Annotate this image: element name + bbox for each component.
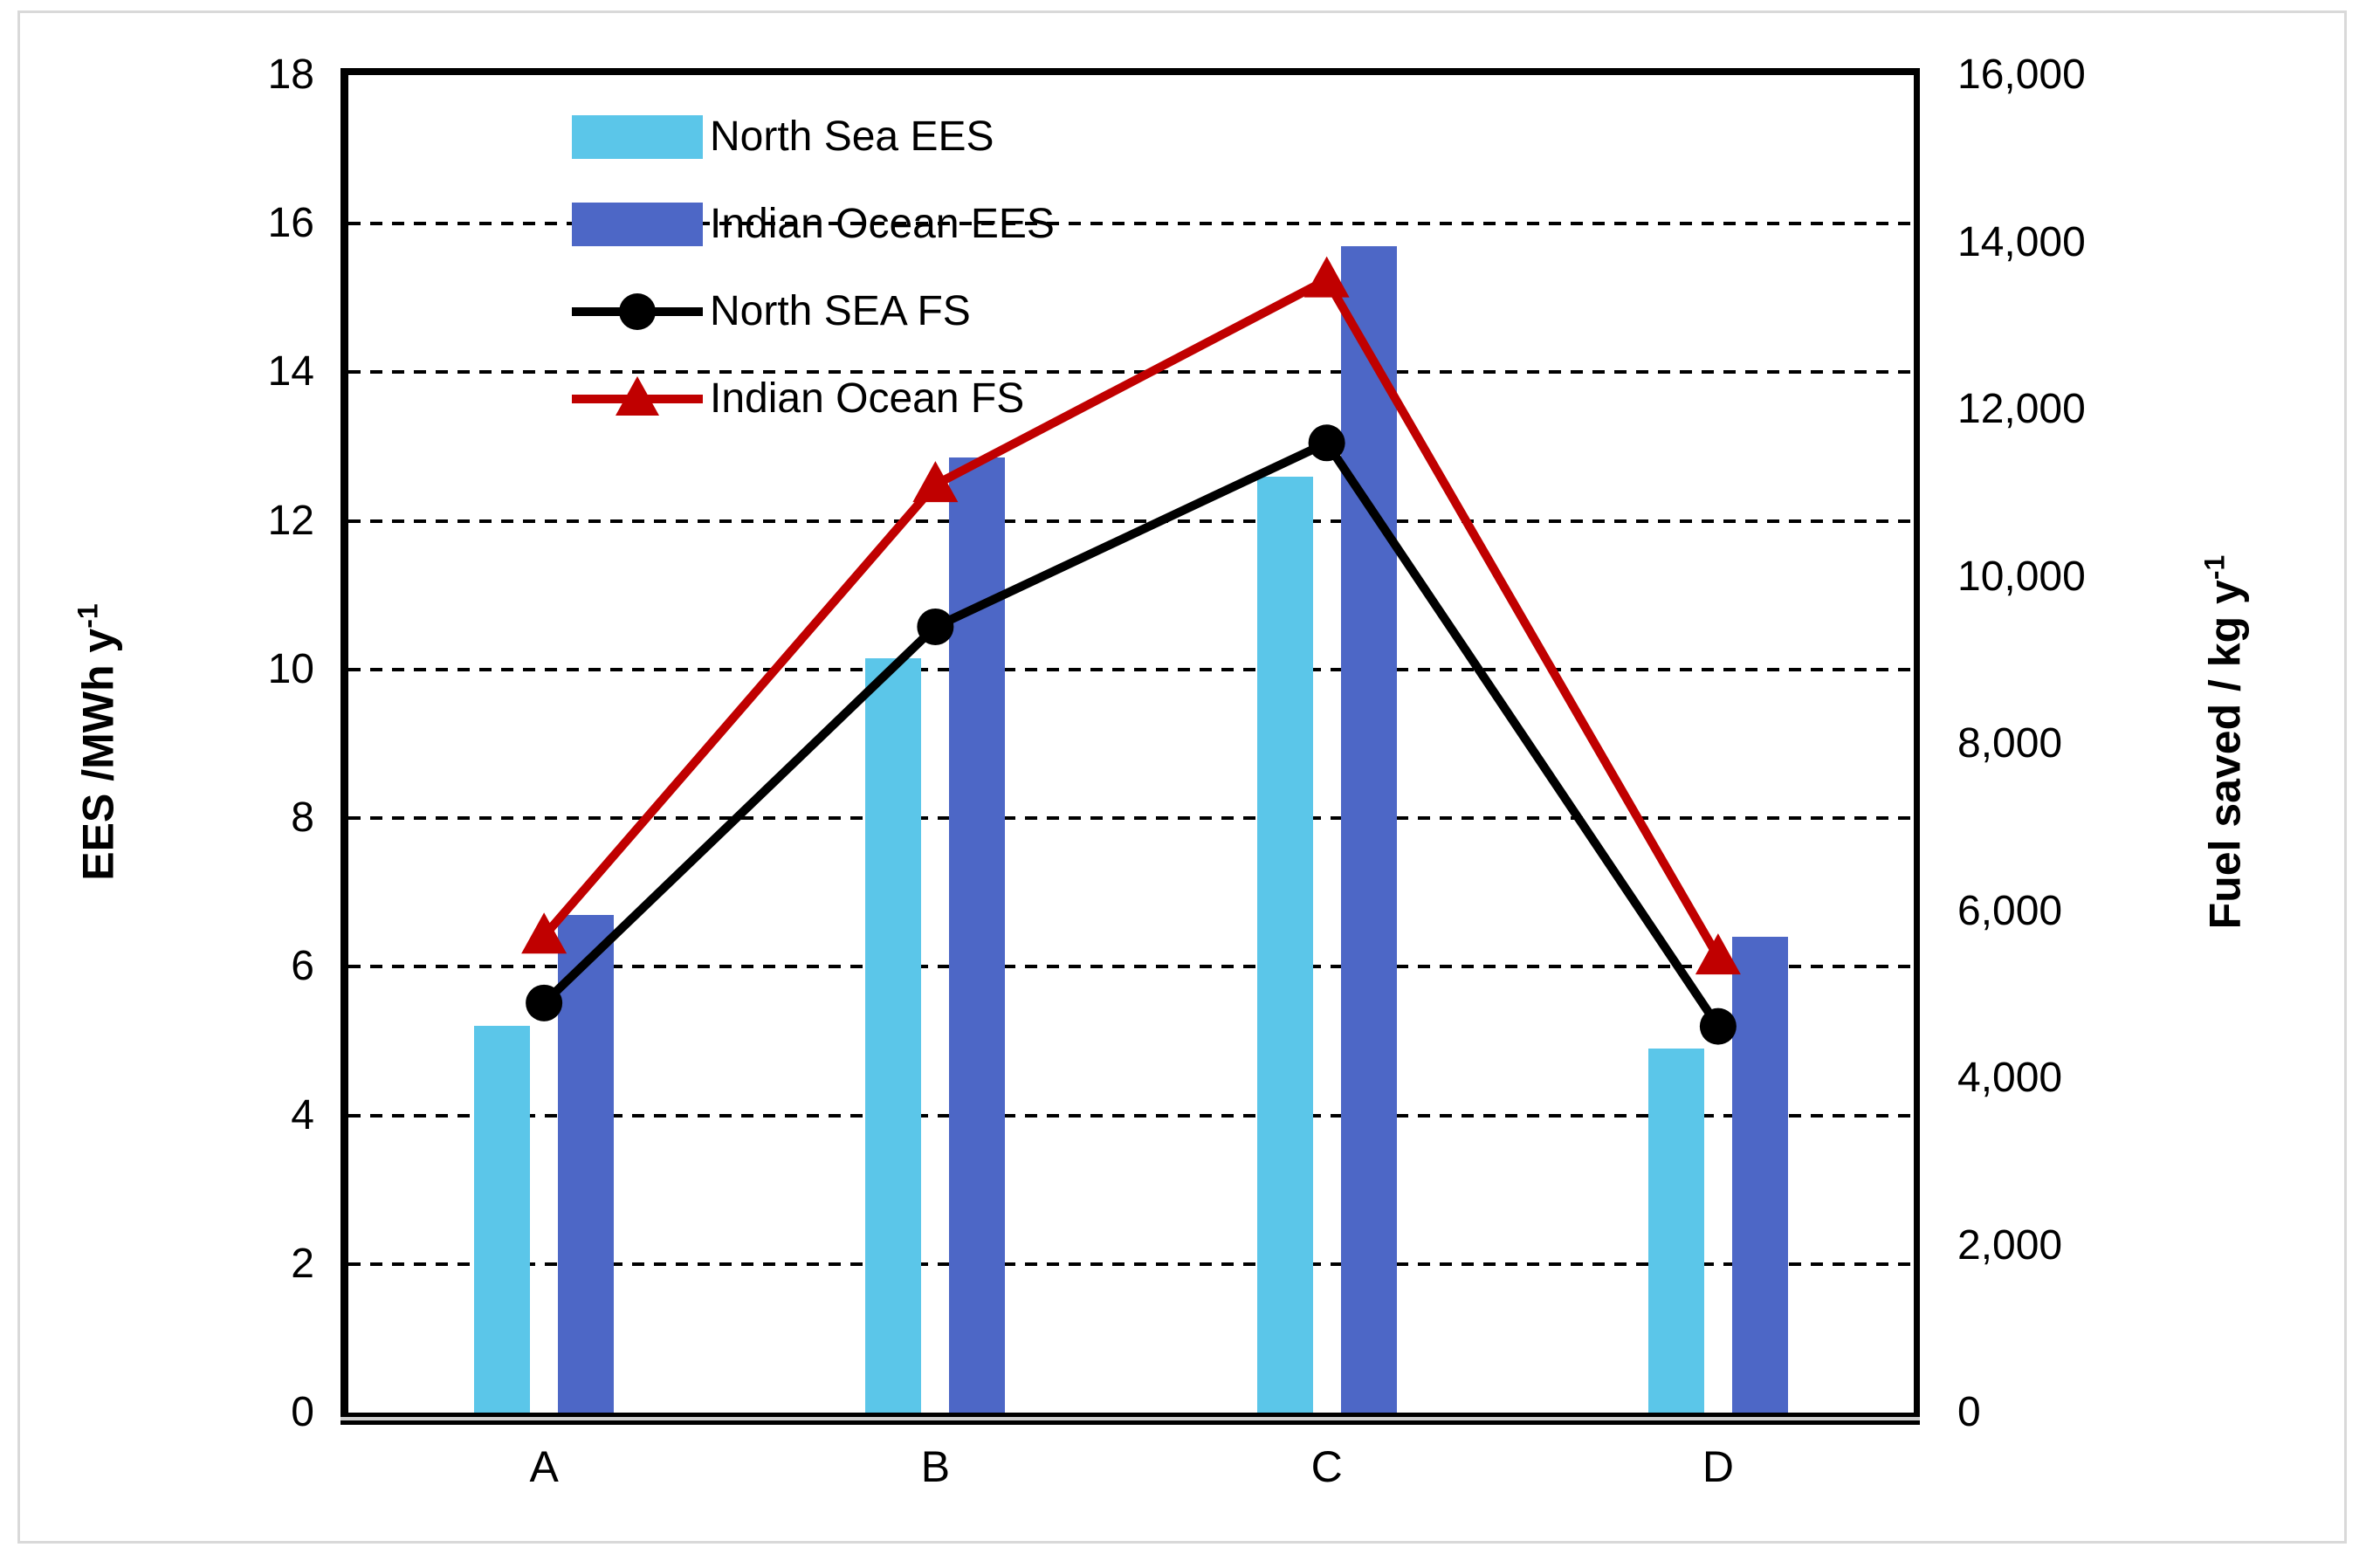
- line-series-layer: [521, 256, 1741, 1045]
- gridline: [348, 1262, 1914, 1266]
- triangle-marker-icon: [616, 376, 659, 416]
- bar: [1256, 476, 1313, 1413]
- right-axis-title: Fuel saved / kg y-1: [2199, 555, 2251, 930]
- gridline: [348, 222, 1914, 226]
- x-axis-line: [340, 1413, 1920, 1425]
- line-series: [540, 437, 1723, 1029]
- left-axis-title: EES /MWh y-1: [72, 603, 124, 880]
- legend-item: Indian Ocean EES: [572, 202, 1055, 247]
- bar: [1647, 1048, 1704, 1413]
- legend-line-sample: [572, 376, 703, 422]
- left-axis-title-sup: -1: [72, 603, 104, 629]
- line-series: [540, 273, 1723, 959]
- right-axis-title-text: Fuel saved / kg y: [2200, 580, 2250, 930]
- legend: North Sea EES Indian Ocean EES North SEA F…: [572, 114, 1055, 464]
- legend-item: North SEA FS: [572, 289, 1055, 334]
- triangle-marker-icon: [1303, 256, 1350, 298]
- bar: [1731, 937, 1788, 1413]
- legend-line-sample: [572, 289, 703, 334]
- triangle-marker-icon: [521, 912, 567, 954]
- circle-marker-icon: [619, 293, 656, 330]
- circle-marker-icon: [1308, 424, 1345, 462]
- gridlines-layer: [348, 75, 1914, 1413]
- legend-label: Indian Ocean FS: [710, 375, 1025, 422]
- gridline: [348, 816, 1914, 821]
- bars-layer: [348, 75, 1914, 1413]
- bar: [558, 914, 615, 1413]
- left-axis-title-text: EES /MWh y: [73, 628, 123, 881]
- circle-marker-icon: [917, 608, 954, 645]
- triangle-marker-icon: [1695, 933, 1741, 975]
- right-axis-title-sup: -1: [2198, 554, 2231, 581]
- circle-marker-icon: [1699, 1008, 1737, 1045]
- bar: [474, 1026, 531, 1413]
- legend-item: North Sea EES: [572, 114, 1055, 160]
- bar: [1340, 245, 1397, 1413]
- gridline: [348, 519, 1914, 523]
- gridline: [348, 667, 1914, 671]
- legend-swatch: [572, 203, 703, 246]
- triangle-marker-icon: [912, 461, 959, 503]
- legend-label: Indian Ocean EES: [710, 201, 1055, 247]
- legend-label: North SEA FS: [710, 288, 971, 334]
- legend-swatch: [572, 115, 703, 159]
- legend-label: North Sea EES: [710, 113, 994, 160]
- bar: [865, 658, 922, 1413]
- gridline: [348, 1113, 1914, 1118]
- legend-item: Indian Ocean FS: [572, 376, 1055, 422]
- gridline: [348, 370, 1914, 375]
- circle-marker-icon: [526, 984, 563, 1021]
- plot-area: North Sea EES Indian Ocean EES North SEA F…: [340, 68, 1920, 1413]
- gridline: [348, 965, 1914, 969]
